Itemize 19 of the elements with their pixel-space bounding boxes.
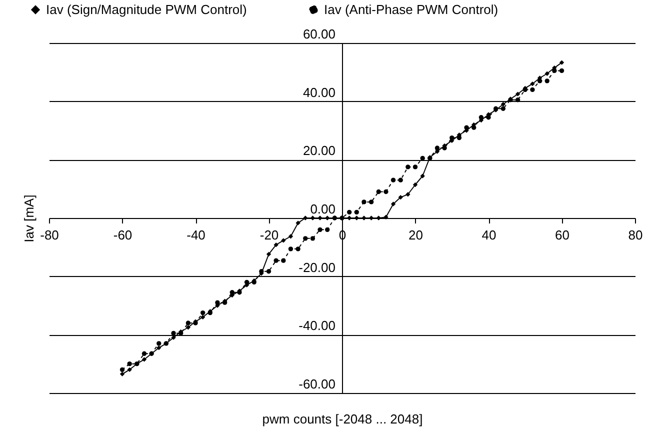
- y-tick-label: 0.00: [310, 202, 336, 216]
- x-tick-label: -60: [113, 228, 132, 242]
- x-tick-label: -40: [186, 228, 206, 242]
- y-tick-label: 20.00: [302, 143, 336, 158]
- y-tick-label: -20.00: [298, 260, 336, 275]
- y-axis-title: Iav [mA]: [22, 194, 36, 242]
- x-tick-label: 80: [628, 228, 643, 242]
- y-tick-label: -60.00: [298, 376, 336, 392]
- legend-label: Iav (Sign/Magnitude PWM Control): [46, 2, 247, 17]
- legend-label: Iav (Anti-Phase PWM Control): [324, 2, 498, 17]
- y-tick-label: -40.00: [298, 318, 336, 334]
- x-axis-title: pwm counts [-2048 ... 2048]: [262, 412, 423, 426]
- x-tick-label: -20: [260, 228, 279, 242]
- x-tick-label: 20: [408, 228, 423, 242]
- y-tick-label: 40.00: [302, 84, 336, 100]
- x-tick-label: -80: [40, 228, 59, 242]
- x-tick-label: 40: [482, 228, 496, 242]
- y-tick-label: 60.00: [302, 26, 336, 42]
- x-tick-label: 60: [555, 228, 570, 242]
